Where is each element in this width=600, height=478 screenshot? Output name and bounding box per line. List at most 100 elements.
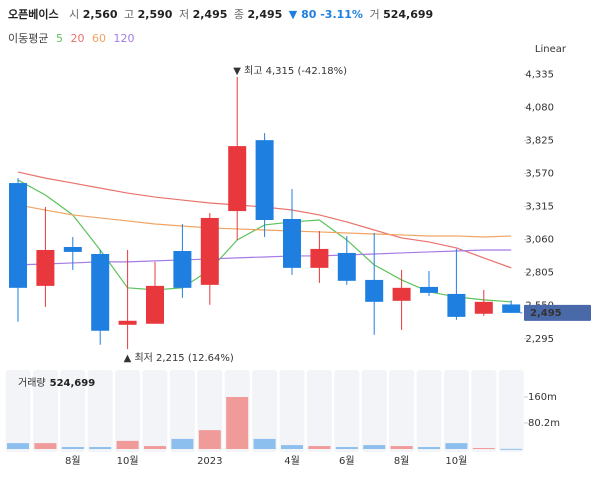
volume-title: 거래량 524,699 <box>18 377 95 389</box>
candle-body <box>228 146 247 212</box>
scale-label: Linear <box>535 44 567 55</box>
y-tick-label: 4,080 <box>525 102 554 113</box>
candle-body <box>474 301 493 314</box>
candle-body <box>283 218 301 268</box>
volume-column-bg <box>142 370 168 452</box>
x-tick-label: 8월 <box>394 455 410 467</box>
volume-bar <box>61 447 84 449</box>
volume-bar <box>363 445 386 449</box>
y-tick-label: 3,060 <box>525 235 554 246</box>
volume-column-bg <box>252 370 278 452</box>
annotation: ▲ 최저 2,215 (12.64%) <box>124 352 234 364</box>
y-tick-label: 4,335 <box>525 69 554 80</box>
quote-value: 2,560 <box>82 8 118 21</box>
volume-bar <box>472 448 495 450</box>
change: ▼ 80 -3.11% <box>288 8 363 21</box>
volume-bar <box>226 396 249 449</box>
quote-label: 시 <box>69 8 80 21</box>
volume-bar <box>445 443 468 449</box>
volume-bar <box>198 430 221 449</box>
volume-column-bg <box>169 370 195 452</box>
volume-column-bg <box>389 370 415 452</box>
quote-value: 524,699 <box>383 8 434 21</box>
legend-entry: 120 <box>113 32 135 45</box>
x-tick-label: 8월 <box>65 455 81 467</box>
volume-bar <box>500 448 523 450</box>
ma-title: 이동평균 <box>8 32 49 45</box>
volume-bar <box>89 447 112 449</box>
volume-bar <box>281 445 303 449</box>
ma-legend: 이동평균 5 20 60 120 <box>8 30 134 46</box>
x-tick-label: 2023 <box>197 456 222 467</box>
volume-column-bg <box>115 370 141 452</box>
legend-entry: 60 <box>91 32 106 45</box>
x-tick-label: 6월 <box>339 455 355 467</box>
volume-bar <box>116 440 139 449</box>
volume-bar <box>308 446 331 449</box>
quote-value: 2,590 <box>137 8 173 21</box>
candle-body <box>118 320 137 325</box>
volume-column-bg <box>361 370 387 452</box>
y-tick-label: 2,805 <box>525 268 554 279</box>
volume-bar <box>171 438 194 449</box>
candle-body <box>146 285 164 324</box>
stock-name: 오픈베이스 <box>8 8 59 21</box>
candle-body <box>9 183 27 288</box>
volume-bar <box>7 443 29 449</box>
candle-body <box>310 248 329 268</box>
volume-column-bg <box>443 370 469 452</box>
candle-body <box>337 252 356 281</box>
candle-body <box>365 279 384 302</box>
candle-body <box>63 246 82 252</box>
volume-column-bg <box>87 370 113 452</box>
volume-bar <box>34 443 57 449</box>
volume-column-bg <box>306 370 332 452</box>
volume-bar <box>253 438 276 449</box>
candle-body <box>200 217 219 285</box>
volume-bar <box>390 446 413 449</box>
volume-column-bg <box>279 370 305 452</box>
candle-body <box>173 251 192 288</box>
candle-body <box>392 287 411 301</box>
volume-column-bg <box>498 370 524 452</box>
quote-label: 고 <box>124 8 135 21</box>
y-tick-label: 3,570 <box>525 168 554 179</box>
candle-body <box>36 249 55 286</box>
legend-entry: 5 <box>55 32 63 45</box>
price-tag-bg <box>524 304 591 321</box>
volume-column-bg <box>416 370 442 452</box>
quote-value: 2,495 <box>247 8 283 21</box>
candle-body <box>447 293 466 317</box>
volume-column-bg <box>5 370 31 452</box>
volume-bar <box>418 447 440 449</box>
header: 오픈베이스 시 2,560 고 2,590 저 2,495 종 2,495 ▼ … <box>8 6 433 22</box>
candle-body <box>91 253 110 331</box>
candle-body <box>502 304 521 313</box>
volume-column-bg <box>60 370 86 452</box>
quote-label: 종 <box>233 8 244 21</box>
y-tick-label: 2,295 <box>525 334 554 345</box>
volume-y-tick-label: 80.2m <box>528 418 560 429</box>
quote-value: 2,495 <box>192 8 228 21</box>
y-tick-label: 3,315 <box>525 202 554 213</box>
volume-title-value: 524,699 <box>50 378 96 389</box>
volume-bar <box>335 447 358 449</box>
x-tick-label: 10월 <box>117 455 139 467</box>
annotation: ▼ 최고 4,315 (-42.18%) <box>233 65 347 77</box>
quote-label: 거 <box>369 8 380 21</box>
volume-column-bg <box>471 370 497 452</box>
x-tick-label: 10월 <box>445 455 467 467</box>
volume-bar <box>144 446 166 449</box>
candle-body <box>420 286 438 293</box>
quote-label: 저 <box>178 8 190 21</box>
volume-column-bg <box>32 370 58 452</box>
volume-title-label: 거래량 <box>18 377 46 389</box>
x-tick-label: 4월 <box>284 455 300 467</box>
candle-body <box>255 140 274 221</box>
price-tag: 2,495 <box>530 308 562 319</box>
legend-entry: 20 <box>70 32 85 45</box>
y-tick-label: 3,825 <box>525 135 554 146</box>
volume-column-bg <box>334 370 360 452</box>
